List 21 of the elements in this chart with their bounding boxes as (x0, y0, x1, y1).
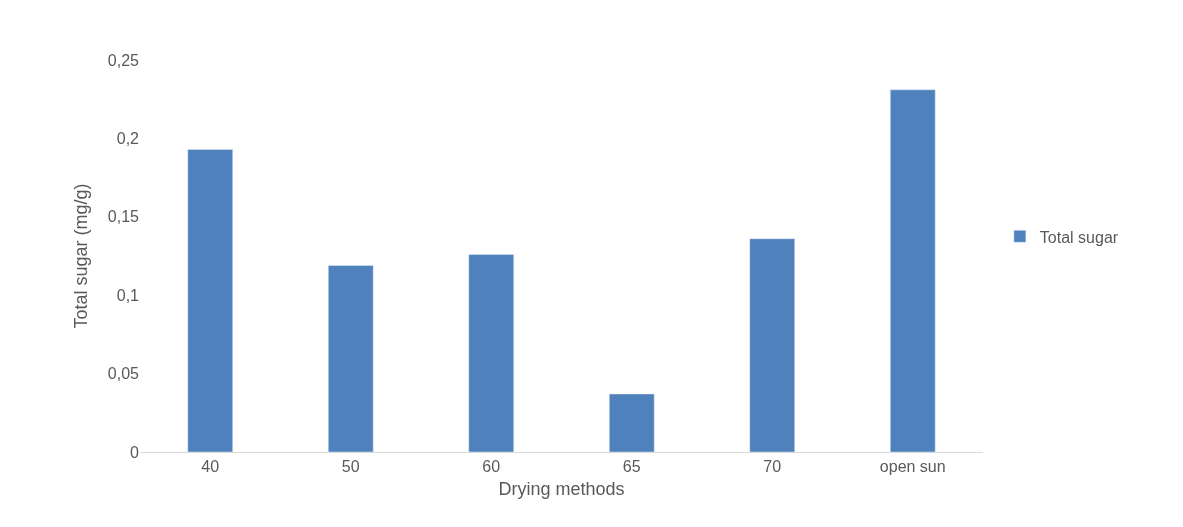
x-axis-title: Drying methods (498, 479, 625, 500)
x-tick-label: 50 (341, 458, 360, 476)
y-tick-label: 0 (130, 443, 140, 461)
legend-label: Total sugar (1039, 228, 1119, 246)
y-tick-label: 0,2 (116, 130, 140, 147)
x-tick-label: 40 (201, 458, 220, 476)
y-axis-title: Total sugar (mg/g) (71, 183, 92, 329)
bar (609, 393, 655, 452)
bar (749, 238, 795, 452)
y-tick-label: 0,1 (116, 286, 140, 304)
x-tick-label: open sun (879, 458, 946, 476)
x-tick-label: 65 (622, 458, 641, 476)
y-tick-label: 0,15 (107, 208, 140, 226)
y-tick-label: 0,25 (107, 51, 140, 69)
y-tick-label: 0,05 (107, 365, 140, 383)
x-tick-label: 70 (763, 458, 782, 476)
bar (187, 149, 233, 452)
x-tick-label: 60 (482, 458, 501, 476)
bar (328, 265, 374, 452)
bar (890, 89, 936, 452)
bar (468, 254, 514, 452)
